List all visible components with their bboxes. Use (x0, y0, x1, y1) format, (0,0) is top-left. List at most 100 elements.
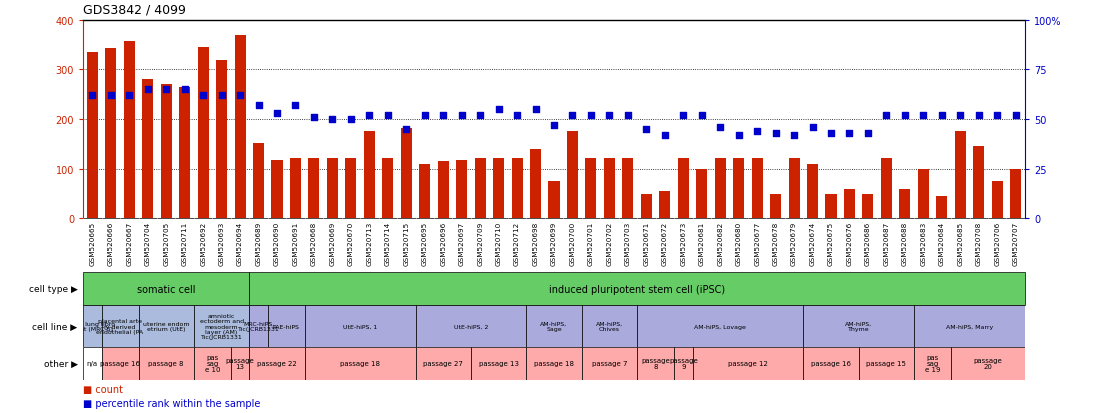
Bar (678, 159, 689, 219)
Text: ■ count: ■ count (83, 384, 123, 394)
Text: GSM520715: GSM520715 (403, 221, 409, 266)
Text: GSM520709: GSM520709 (478, 221, 483, 266)
Point (509, 112, 526, 119)
Text: GSM520675: GSM520675 (828, 221, 834, 266)
Text: GSM520671: GSM520671 (644, 221, 649, 266)
Point (601, 112, 618, 119)
Text: GDS3842 / 4099: GDS3842 / 4099 (83, 4, 186, 17)
Point (786, 132, 803, 139)
Bar (825, 194, 837, 219)
Text: AM-hiPS,
Thyme: AM-hiPS, Thyme (845, 321, 872, 332)
Text: cell line ▶: cell line ▶ (32, 322, 78, 331)
Text: GSM520701: GSM520701 (588, 221, 594, 266)
Bar (659, 192, 670, 219)
Text: GSM520681: GSM520681 (699, 221, 705, 266)
Text: passage 7: passage 7 (592, 361, 627, 366)
Bar (438, 161, 449, 219)
Bar (992, 182, 1003, 219)
Text: GSM520679: GSM520679 (791, 221, 797, 266)
Bar (105, 48, 116, 219)
Point (471, 112, 489, 119)
Text: passage 18: passage 18 (534, 361, 574, 366)
Point (545, 122, 563, 129)
Point (933, 112, 951, 119)
Bar (803, 347, 859, 380)
Bar (249, 273, 1025, 306)
Text: GSM520670: GSM520670 (348, 221, 353, 266)
Bar (582, 306, 637, 347)
Point (102, 93, 120, 99)
Text: GSM520678: GSM520678 (772, 221, 779, 266)
Point (822, 131, 840, 137)
Text: GSM520685: GSM520685 (957, 221, 963, 266)
Bar (526, 347, 582, 380)
Text: GSM520687: GSM520687 (883, 221, 890, 266)
Bar (973, 147, 984, 219)
Point (859, 131, 876, 137)
Point (748, 128, 766, 135)
Bar (859, 347, 914, 380)
Text: passage 16: passage 16 (100, 361, 140, 366)
Text: AM-hiPS,
Sage: AM-hiPS, Sage (541, 321, 567, 332)
Text: AM-hiPS, Lovage: AM-hiPS, Lovage (695, 324, 746, 329)
Bar (235, 36, 246, 219)
Text: GSM520697: GSM520697 (459, 221, 464, 266)
Bar (124, 41, 135, 219)
Bar (623, 159, 634, 219)
Point (434, 112, 452, 119)
Point (287, 102, 305, 109)
Point (952, 112, 970, 119)
Point (121, 93, 138, 99)
Text: GSM520700: GSM520700 (570, 221, 575, 266)
Text: GSM520705: GSM520705 (163, 221, 170, 266)
Point (453, 112, 471, 119)
Bar (305, 347, 416, 380)
Bar (346, 159, 357, 219)
Bar (179, 88, 191, 219)
Point (249, 102, 267, 109)
Bar (585, 159, 596, 219)
Point (232, 93, 249, 99)
Point (526, 107, 544, 113)
Bar (471, 347, 526, 380)
Bar (138, 347, 194, 380)
Bar (363, 132, 375, 219)
Text: passage 12: passage 12 (728, 361, 768, 366)
Point (342, 116, 360, 123)
Text: GSM520684: GSM520684 (938, 221, 945, 266)
Text: PAE-hiPS: PAE-hiPS (273, 324, 299, 329)
Point (970, 112, 987, 119)
Bar (194, 347, 230, 380)
Bar (161, 85, 172, 219)
Bar (844, 189, 855, 219)
Text: GSM520676: GSM520676 (847, 221, 852, 266)
Text: GSM520707: GSM520707 (1013, 221, 1018, 266)
Bar (862, 194, 873, 219)
Text: GSM520698: GSM520698 (533, 221, 538, 266)
Text: placental arte
ry-derived
endothelial (PA: placental arte ry-derived endothelial (P… (96, 318, 144, 334)
Bar (789, 159, 800, 219)
Bar (936, 197, 947, 219)
Bar (530, 150, 541, 219)
Bar (493, 159, 504, 219)
Text: GSM520683: GSM520683 (921, 221, 926, 266)
Point (692, 112, 710, 119)
Bar (401, 128, 412, 219)
Point (988, 112, 1006, 119)
Text: passage 13: passage 13 (479, 361, 519, 366)
Point (841, 131, 859, 137)
Text: GSM520689: GSM520689 (256, 221, 261, 266)
Bar (715, 159, 726, 219)
Text: passage 15: passage 15 (866, 361, 906, 366)
Point (360, 112, 378, 119)
Text: GSM520696: GSM520696 (440, 221, 447, 266)
Text: GSM520694: GSM520694 (237, 221, 243, 266)
Point (675, 112, 692, 119)
Bar (83, 306, 102, 347)
Bar (305, 306, 416, 347)
Text: GSM520690: GSM520690 (274, 221, 280, 266)
Bar (567, 132, 578, 219)
Text: GSM520674: GSM520674 (810, 221, 815, 266)
Bar (807, 165, 818, 219)
Text: GSM520692: GSM520692 (201, 221, 206, 266)
